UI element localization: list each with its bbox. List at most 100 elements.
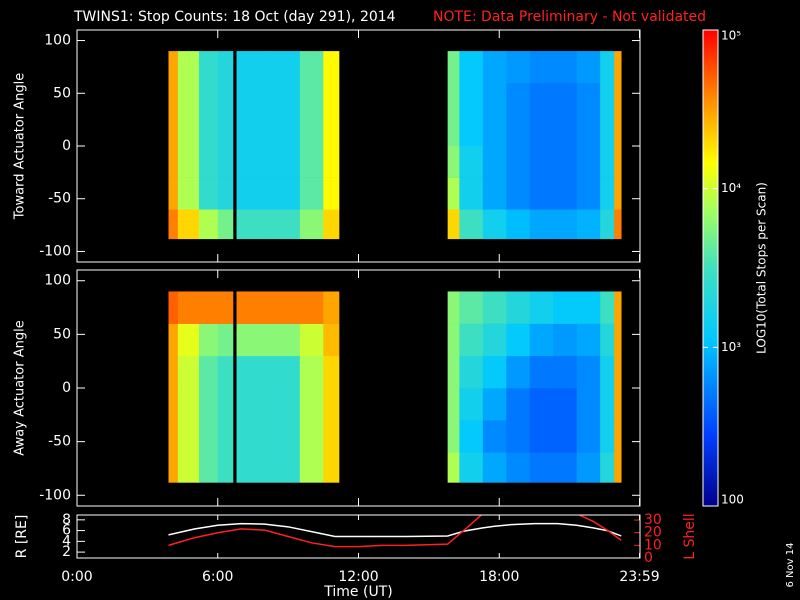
- heatmap-cell: [529, 146, 554, 178]
- heatmap-cell: [506, 51, 531, 84]
- heatmap-cell: [168, 51, 179, 84]
- heatmap-cell: [600, 51, 615, 84]
- heatmap-cell: [168, 420, 179, 453]
- heatmap-cell: [217, 355, 234, 389]
- x-tick-label: 23:59: [619, 569, 659, 585]
- heatmap-cell: [529, 291, 554, 324]
- heatmap-cell: [269, 388, 301, 421]
- y-tick-label: 2: [62, 544, 71, 560]
- heatmap-cell: [459, 82, 484, 115]
- heatmap-cell: [177, 355, 200, 389]
- heatmap-cell: [323, 82, 340, 115]
- y-tick-label: 50: [53, 326, 71, 342]
- heatmap-cell: [614, 291, 622, 324]
- heatmap-cell: [614, 177, 622, 210]
- heatmap-cell: [529, 51, 554, 84]
- heatmap-cell: [553, 452, 577, 483]
- heatmap-cell: [600, 291, 615, 324]
- heatmap-cell: [553, 114, 577, 147]
- heatmap-cell: [600, 323, 615, 357]
- heatmap-cell: [482, 177, 507, 210]
- heatmap-cell: [168, 114, 179, 147]
- heatmap-cell: [459, 51, 484, 84]
- heatmap-cell: [236, 291, 270, 324]
- heatmap-cell: [614, 146, 622, 178]
- y-tick-label: 4: [62, 533, 71, 549]
- heatmap-cell: [576, 177, 601, 210]
- heatmap-cell: [323, 114, 340, 147]
- heatmap-cell: [236, 177, 270, 210]
- heatmap-cell: [614, 452, 622, 483]
- heatmap-cell: [600, 209, 615, 240]
- y2-tick-label: 30: [644, 512, 662, 528]
- colorbar-tick-label: 10³: [721, 340, 741, 354]
- heatmap-cell: [576, 82, 601, 115]
- heatmap-cell: [576, 114, 601, 147]
- y-tick-label: 100: [44, 273, 71, 289]
- heatmap-cell: [236, 355, 270, 389]
- heatmap-cell: [177, 420, 200, 453]
- y-axis-label: Away Actuator Angle: [13, 320, 28, 455]
- heatmap-cell: [459, 355, 484, 389]
- heatmap-cell: [198, 114, 219, 147]
- heatmap-cell: [323, 291, 340, 324]
- heatmap-cell: [529, 452, 554, 483]
- heatmap-cell: [236, 51, 270, 84]
- heatmap-cell: [459, 388, 484, 421]
- heatmap-cell: [323, 452, 340, 483]
- line-0: [168, 522, 622, 538]
- heatmap-cell: [506, 146, 531, 178]
- heatmap-cell: [576, 209, 601, 240]
- y-tick-label: -50: [48, 191, 71, 207]
- heatmap-cell: [506, 388, 531, 421]
- heatmap-cell: [459, 291, 484, 324]
- heatmap-cell: [323, 177, 340, 210]
- heatmap-cell: [269, 355, 301, 389]
- heatmap-cell: [600, 177, 615, 210]
- heatmap-cell: [217, 114, 234, 147]
- heatmap-cell: [447, 323, 460, 357]
- heatmap-cell: [506, 420, 531, 453]
- heatmap-cell: [447, 388, 460, 421]
- heatmap-cell: [299, 291, 324, 324]
- heatmap-cell: [323, 323, 340, 357]
- heatmap-cell: [600, 452, 615, 483]
- heatmap-cell: [447, 146, 460, 178]
- heatmap-cell: [482, 452, 507, 483]
- heatmap-cell: [529, 420, 554, 453]
- heatmap-cell: [217, 420, 234, 453]
- heatmap-cell: [177, 146, 200, 178]
- heatmap-cell: [447, 420, 460, 453]
- heatmap-cell: [529, 388, 554, 421]
- heatmap-cell: [576, 452, 601, 483]
- heatmap-cell: [482, 209, 507, 240]
- note: NOTE: Data Preliminary - Not validated: [433, 9, 706, 25]
- heatmap-cell: [217, 51, 234, 84]
- heatmap-cell: [447, 291, 460, 324]
- heatmap-cell: [299, 452, 324, 483]
- y-tick-label: -100: [39, 487, 71, 503]
- heatmap-cell: [198, 291, 219, 324]
- heatmap-cell: [299, 323, 324, 357]
- heatmap-cell: [198, 51, 219, 84]
- heatmap-cell: [299, 82, 324, 115]
- heatmap-cell: [553, 146, 577, 178]
- y-tick-label: 100: [44, 33, 71, 49]
- heatmap-cell: [198, 323, 219, 357]
- heatmap-cell: [217, 291, 234, 324]
- colorbar-label: LOG10(Total Stops per Scan): [755, 182, 769, 354]
- heatmap-cell: [459, 114, 484, 147]
- heatmap-cell: [236, 114, 270, 147]
- heatmap-cell: [447, 452, 460, 483]
- y-tick-label: 8: [62, 512, 71, 528]
- heatmap-cell: [177, 388, 200, 421]
- heatmap-cell: [177, 452, 200, 483]
- heatmap-cell: [177, 114, 200, 147]
- heatmap-cell: [269, 114, 301, 147]
- heatmap-cell: [323, 420, 340, 453]
- heatmap-cell: [529, 82, 554, 115]
- heatmap-cell: [553, 177, 577, 210]
- heatmap-cell: [217, 82, 234, 115]
- heatmap-cell: [447, 51, 460, 84]
- heatmap-cell: [447, 355, 460, 389]
